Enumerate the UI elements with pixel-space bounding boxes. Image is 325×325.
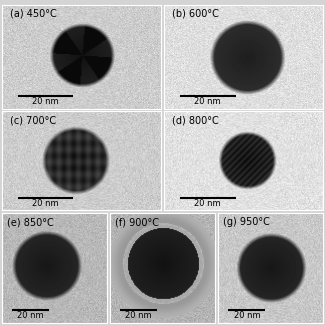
Text: 20 nm: 20 nm [234, 311, 260, 320]
Text: (a) 450°C: (a) 450°C [10, 9, 56, 19]
Text: (d) 800°C: (d) 800°C [172, 115, 218, 125]
Text: (g) 950°C: (g) 950°C [223, 217, 270, 227]
Text: 20 nm: 20 nm [17, 311, 44, 320]
Text: (b) 600°C: (b) 600°C [172, 9, 219, 19]
Text: 20 nm: 20 nm [194, 199, 221, 208]
Text: 20 nm: 20 nm [32, 199, 59, 208]
Text: (f) 900°C: (f) 900°C [115, 217, 159, 227]
Text: (c) 700°C: (c) 700°C [10, 115, 56, 125]
Text: 20 nm: 20 nm [125, 311, 152, 320]
Text: 20 nm: 20 nm [194, 97, 221, 106]
Text: 20 nm: 20 nm [32, 97, 59, 106]
Text: (e) 850°C: (e) 850°C [7, 217, 54, 227]
